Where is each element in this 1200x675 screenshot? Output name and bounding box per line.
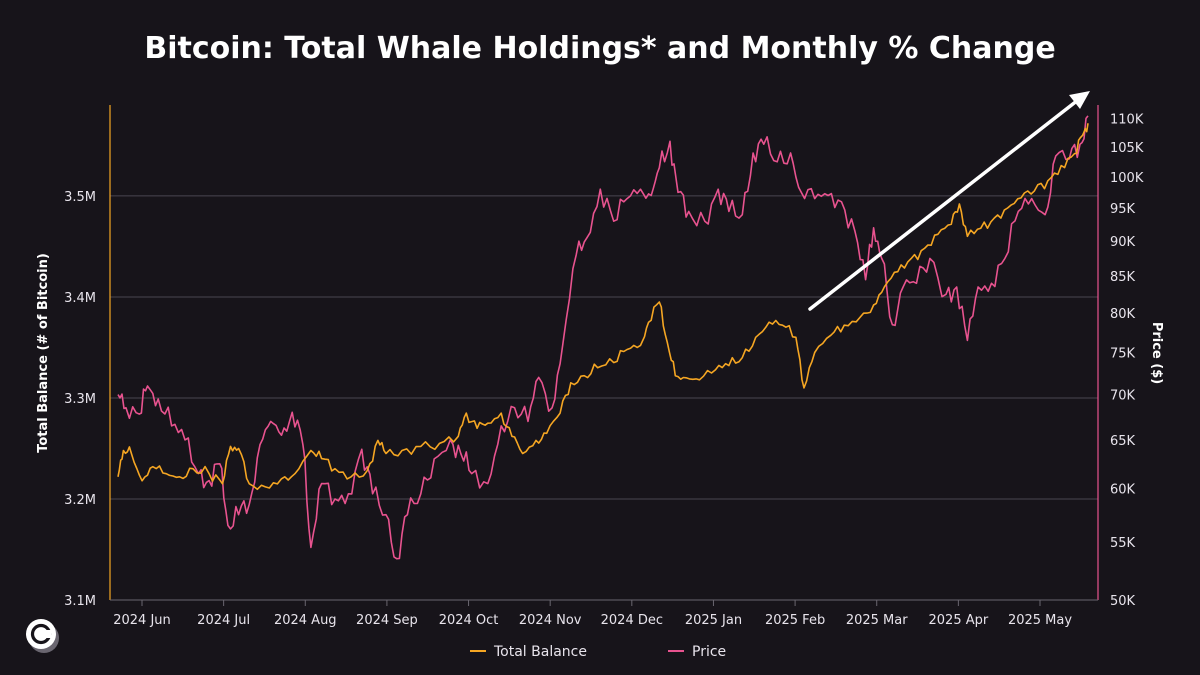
x-tick-label: 2025 May bbox=[1008, 613, 1072, 628]
x-tick-label: 2024 Sep bbox=[356, 613, 418, 628]
legend-label-price: Price bbox=[692, 644, 726, 660]
right-tick-label: 85K bbox=[1110, 270, 1136, 285]
x-axis-ticks: 2024 Jun 2024 Jul 2024 Aug 2024 Sep 2024 Oct… bbox=[113, 600, 1072, 628]
x-tick-label: 2024 Jun bbox=[113, 613, 171, 628]
x-tick-label: 2024 Jul bbox=[197, 613, 250, 628]
right-tick-label: 90K bbox=[1110, 235, 1136, 250]
gridlines bbox=[110, 195, 1098, 500]
series-layer bbox=[117, 115, 1089, 560]
left-axis-ticks: 3.1M 3.2M 3.3M 3.4M 3.5M bbox=[64, 190, 96, 609]
left-tick-label: 3.5M bbox=[64, 190, 96, 205]
x-tick-label: 2025 Apr bbox=[929, 613, 989, 628]
x-tick-label: 2025 Feb bbox=[765, 613, 825, 628]
left-tick-label: 3.2M bbox=[64, 493, 96, 508]
x-tick-label: 2024 Dec bbox=[601, 613, 663, 628]
left-tick-label: 3.1M bbox=[64, 594, 96, 609]
right-tick-label: 110K bbox=[1110, 113, 1144, 128]
x-tick-label: 2024 Aug bbox=[274, 613, 337, 628]
right-tick-label: 60K bbox=[1110, 483, 1136, 498]
right-tick-label: 80K bbox=[1110, 307, 1136, 322]
x-tick-label: 2025 Jan bbox=[685, 613, 742, 628]
legend-item-price: Price bbox=[668, 644, 726, 660]
right-tick-label: 55K bbox=[1110, 536, 1136, 551]
right-axis-label: Price ($) bbox=[1149, 322, 1164, 384]
legend-label-total-balance: Total Balance bbox=[493, 644, 587, 660]
left-axis-label: Total Balance (# of Bitcoin) bbox=[36, 253, 51, 453]
left-tick-label: 3.3M bbox=[64, 392, 96, 407]
legend: Total Balance Price bbox=[470, 644, 726, 660]
axes bbox=[109, 105, 1099, 601]
brand-logo bbox=[26, 619, 59, 653]
x-tick-label: 2024 Nov bbox=[519, 613, 582, 628]
right-tick-label: 75K bbox=[1110, 347, 1136, 362]
right-tick-label: 65K bbox=[1110, 434, 1136, 449]
series-line-total-balance bbox=[117, 123, 1089, 491]
trend-arrow bbox=[808, 91, 1090, 311]
x-tick-label: 2025 Mar bbox=[846, 613, 908, 628]
right-tick-label: 100K bbox=[1110, 171, 1144, 186]
right-axis-ticks: 50K 55K 60K 65K 70K 75K 80K 85K 90K 95K 100K 105K 11… bbox=[1110, 113, 1144, 609]
legend-item-total-balance: Total Balance bbox=[470, 644, 587, 660]
chart-title: Bitcoin: Total Whale Holdings* and Month… bbox=[144, 31, 1055, 66]
right-tick-label: 105K bbox=[1110, 141, 1144, 156]
x-tick-label: 2024 Oct bbox=[439, 613, 499, 628]
series-line-price bbox=[117, 115, 1089, 560]
left-tick-label: 3.4M bbox=[64, 291, 96, 306]
right-tick-label: 50K bbox=[1110, 594, 1136, 609]
right-tick-label: 70K bbox=[1110, 389, 1136, 404]
right-tick-label: 95K bbox=[1110, 202, 1136, 217]
